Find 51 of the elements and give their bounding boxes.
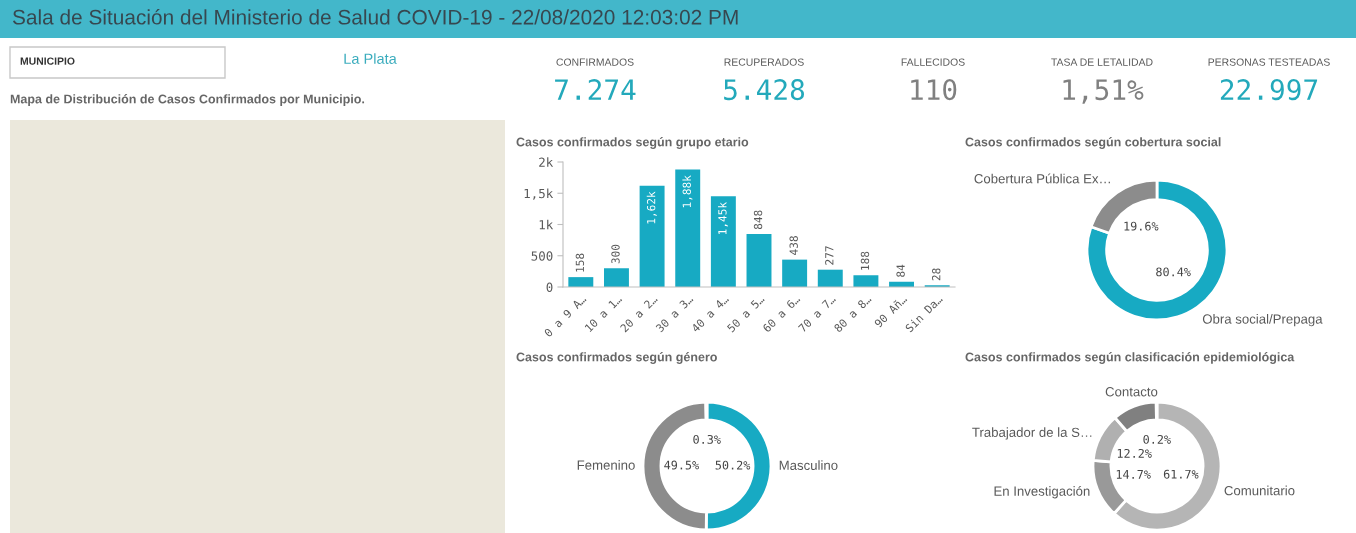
slice-label: Comunitario [1224, 485, 1295, 496]
text: 1,51% [1063, 79, 1144, 104]
category-label: CONFIRMADOS [556, 58, 634, 66]
slice-label: Femenino [577, 460, 635, 470]
data-label: 12.2% [1117, 448, 1152, 458]
data-label: 80.4% [1156, 267, 1191, 277]
slice-label: Masculino [779, 460, 838, 470]
data-label: 277 [825, 246, 834, 265]
slice-label: Obra social/Prepaga [1202, 314, 1323, 327]
text: La Plata [344, 53, 397, 64]
data-label: 84 [896, 264, 905, 277]
text: Sala de Situación del Ministerio de Salud COVID-19 - 22/08/2020 12:03:02 PM [12, 9, 738, 25]
chart-title: Casos confirmados según cobertura social [965, 137, 1221, 149]
category-label: RECUPERADOS [724, 58, 804, 66]
data-label: 1,88k [682, 175, 693, 208]
data-label: 188 [860, 251, 870, 270]
slice-label: En Investigación [994, 485, 1090, 499]
data-label: 0.2% [1143, 434, 1171, 444]
data-label: 14.7% [1116, 470, 1151, 479]
category-label: PERSONAS TESTEADAS [1208, 58, 1330, 66]
chart-title: Casos confirmados según género [516, 352, 717, 364]
data-label: 61.7% [1163, 469, 1199, 479]
slice-label: Contacto [1105, 387, 1158, 397]
data-label: 848 [753, 210, 763, 230]
chart-title: Casos confirmados según clasificación epidemiológica [965, 352, 1295, 364]
data-label: 300 [611, 244, 620, 264]
data-label: 0.3% [693, 434, 721, 444]
data-label: 19.6% [1124, 221, 1159, 231]
text: Mapa de Distribución de Casos Confirmados por Municipio. [10, 94, 365, 106]
data-label: 1,45k [718, 202, 729, 235]
data-label: 158 [575, 253, 585, 272]
y-tick-label: 1,5k [524, 188, 554, 200]
slice-label: Cobertura Pública Ex… [974, 173, 1110, 184]
text: 5.428 [724, 79, 805, 101]
text: 22.997 [1220, 79, 1318, 101]
y-tick-label: 2k [539, 157, 554, 167]
data-label: 50.2% [715, 460, 751, 470]
category-label: FALLECIDOS [901, 58, 965, 66]
data-label: 49.5% [664, 460, 699, 470]
y-tick-label: 0 [546, 282, 553, 292]
chart-title: Casos confirmados según grupo etario [516, 137, 749, 149]
y-tick-label: 500 [531, 251, 553, 261]
y-tick-label: 1k [539, 219, 554, 230]
text: 110 [911, 79, 957, 101]
data-label: 1,62k [646, 191, 657, 224]
data-label: 438 [789, 236, 798, 255]
text: MUNICIPIO [20, 57, 75, 65]
category-label: TASA DE LETALIDAD [1051, 58, 1153, 66]
data-label: 28 [932, 268, 941, 281]
slice-label: Trabajador de la S… [972, 427, 1092, 440]
text: 7.274 [555, 79, 636, 100]
